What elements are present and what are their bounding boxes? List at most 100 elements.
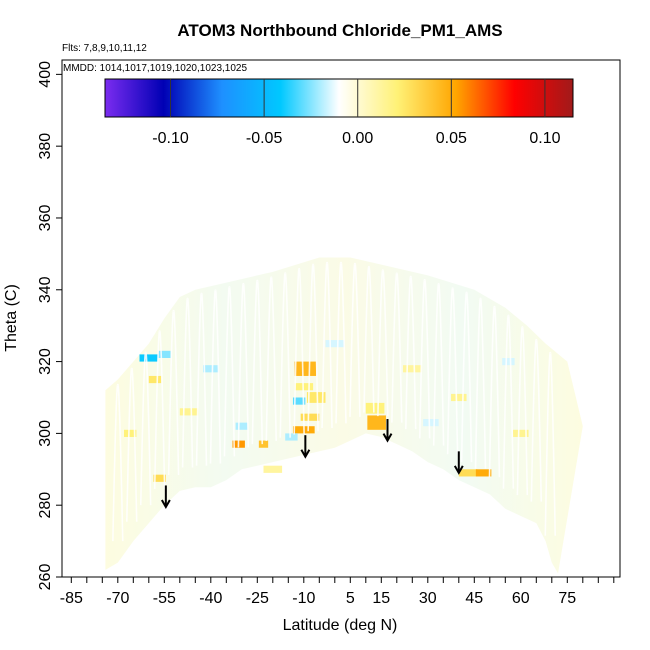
data-cell (263, 465, 283, 473)
data-cell (423, 419, 439, 427)
data-cell (235, 422, 248, 430)
x-tick-label: 30 (419, 590, 437, 607)
flight-track (418, 279, 431, 439)
y-tick-label: 280 (37, 492, 54, 519)
data-cell (153, 474, 166, 482)
data-cell (513, 429, 529, 437)
flight-track (335, 261, 347, 424)
flight-track (153, 330, 166, 490)
y-tick-label: 300 (37, 420, 54, 447)
x-axis: -85 -70 -55 -40 -25 -10 5 15 30 45 60 75 (60, 577, 615, 607)
data-cell (158, 350, 171, 358)
x-tick-label: -55 (153, 590, 176, 607)
flight-track (432, 283, 445, 446)
plot-frame (61, 59, 621, 578)
flight-track (181, 297, 194, 468)
x-tick-label: -25 (246, 590, 269, 607)
y-tick-label: 340 (37, 276, 54, 303)
flight-track (223, 286, 236, 457)
chart-title: ATOM3 Northbound Chloride_PM1_AMS (177, 21, 502, 40)
y-tick-label: 320 (37, 348, 54, 375)
flight-track (474, 297, 487, 469)
mmdd-text: MMDD: 1014,1017,1019,1020,1023,1025 (63, 63, 247, 74)
flight-track (391, 272, 403, 423)
data-cell (179, 408, 199, 416)
flight-track (125, 367, 138, 522)
y-tick-label: 400 (37, 61, 54, 88)
flight-track (349, 263, 361, 417)
flight-track (516, 326, 529, 496)
flight-track (307, 263, 319, 432)
colorbar-tick-label: 0.00 (342, 130, 373, 147)
data-cell (325, 340, 345, 348)
data-cell (451, 393, 467, 402)
down-arrow-icon (382, 419, 393, 443)
data-cell (367, 415, 386, 430)
data-cell (139, 354, 159, 362)
data-cell (285, 433, 298, 441)
flight-track (377, 269, 389, 417)
down-arrow-icon (300, 435, 311, 459)
flight-track (139, 351, 152, 506)
y-tick-label: 260 (37, 564, 54, 591)
x-tick-label: -40 (199, 590, 222, 607)
flight-track (265, 276, 278, 441)
data-domain (105, 257, 583, 574)
flight-track (460, 291, 473, 463)
x-tick-label: -85 (60, 590, 83, 607)
colorbar-tick-label: -0.05 (246, 130, 283, 147)
flight-track (112, 384, 124, 542)
flight-track (446, 287, 459, 455)
flight-track (488, 305, 501, 478)
x-tick-label: 45 (465, 590, 483, 607)
down-arrow-icon (453, 451, 464, 475)
y-tick-label: 380 (37, 133, 54, 160)
flight-track (530, 339, 543, 502)
y-tick-label: 360 (37, 205, 54, 232)
data-cell (458, 469, 478, 477)
colorbar-tick-label: -0.10 (152, 130, 189, 147)
x-tick-label: -70 (106, 590, 129, 607)
x-tick-label: 5 (346, 590, 355, 607)
data-cell (403, 365, 422, 373)
data-cell (294, 361, 317, 376)
data-cell (365, 402, 385, 414)
flight-track (321, 261, 333, 429)
flight-track (167, 310, 180, 476)
data-cell (475, 469, 492, 477)
flight-track (293, 268, 305, 435)
flight-track (279, 272, 291, 438)
x-tick-label: 60 (512, 590, 530, 607)
flight-track (251, 279, 264, 445)
plot-area (105, 257, 583, 574)
x-tick-label: 15 (372, 590, 390, 607)
x-tick-label: 75 (558, 590, 576, 607)
data-cell (502, 357, 515, 366)
annotation-arrows (160, 419, 464, 510)
colorbar: -0.10 -0.05 0.00 0.05 0.10 (104, 78, 574, 147)
y-axis: 260 280 300 320 340 360 380 400 (37, 61, 62, 590)
flight-track (544, 352, 557, 536)
flights-text: Flts: 7,8,9,10,11,12 (62, 43, 147, 54)
x-tick-label: -10 (292, 590, 315, 607)
data-cell (148, 375, 162, 384)
flight-track (404, 275, 417, 430)
x-axis-label: Latitude (deg N) (283, 617, 398, 634)
flight-track (363, 266, 375, 413)
flight-track (237, 283, 250, 448)
data-cell (306, 392, 326, 403)
colorbar-tick-label: 0.05 (436, 130, 467, 147)
flight-tracks (112, 261, 557, 542)
data-cell (203, 365, 219, 373)
y-axis-label: Theta (C) (3, 284, 20, 352)
flight-track (209, 289, 222, 464)
colorbar-tick-label: 0.10 (529, 130, 560, 147)
data-cell (300, 413, 320, 421)
colorbar-gradient (104, 78, 574, 118)
down-arrow-icon (160, 485, 171, 510)
data-cell (292, 397, 306, 405)
data-cell (258, 440, 269, 448)
flight-track (195, 292, 208, 466)
data-cell (124, 429, 137, 437)
